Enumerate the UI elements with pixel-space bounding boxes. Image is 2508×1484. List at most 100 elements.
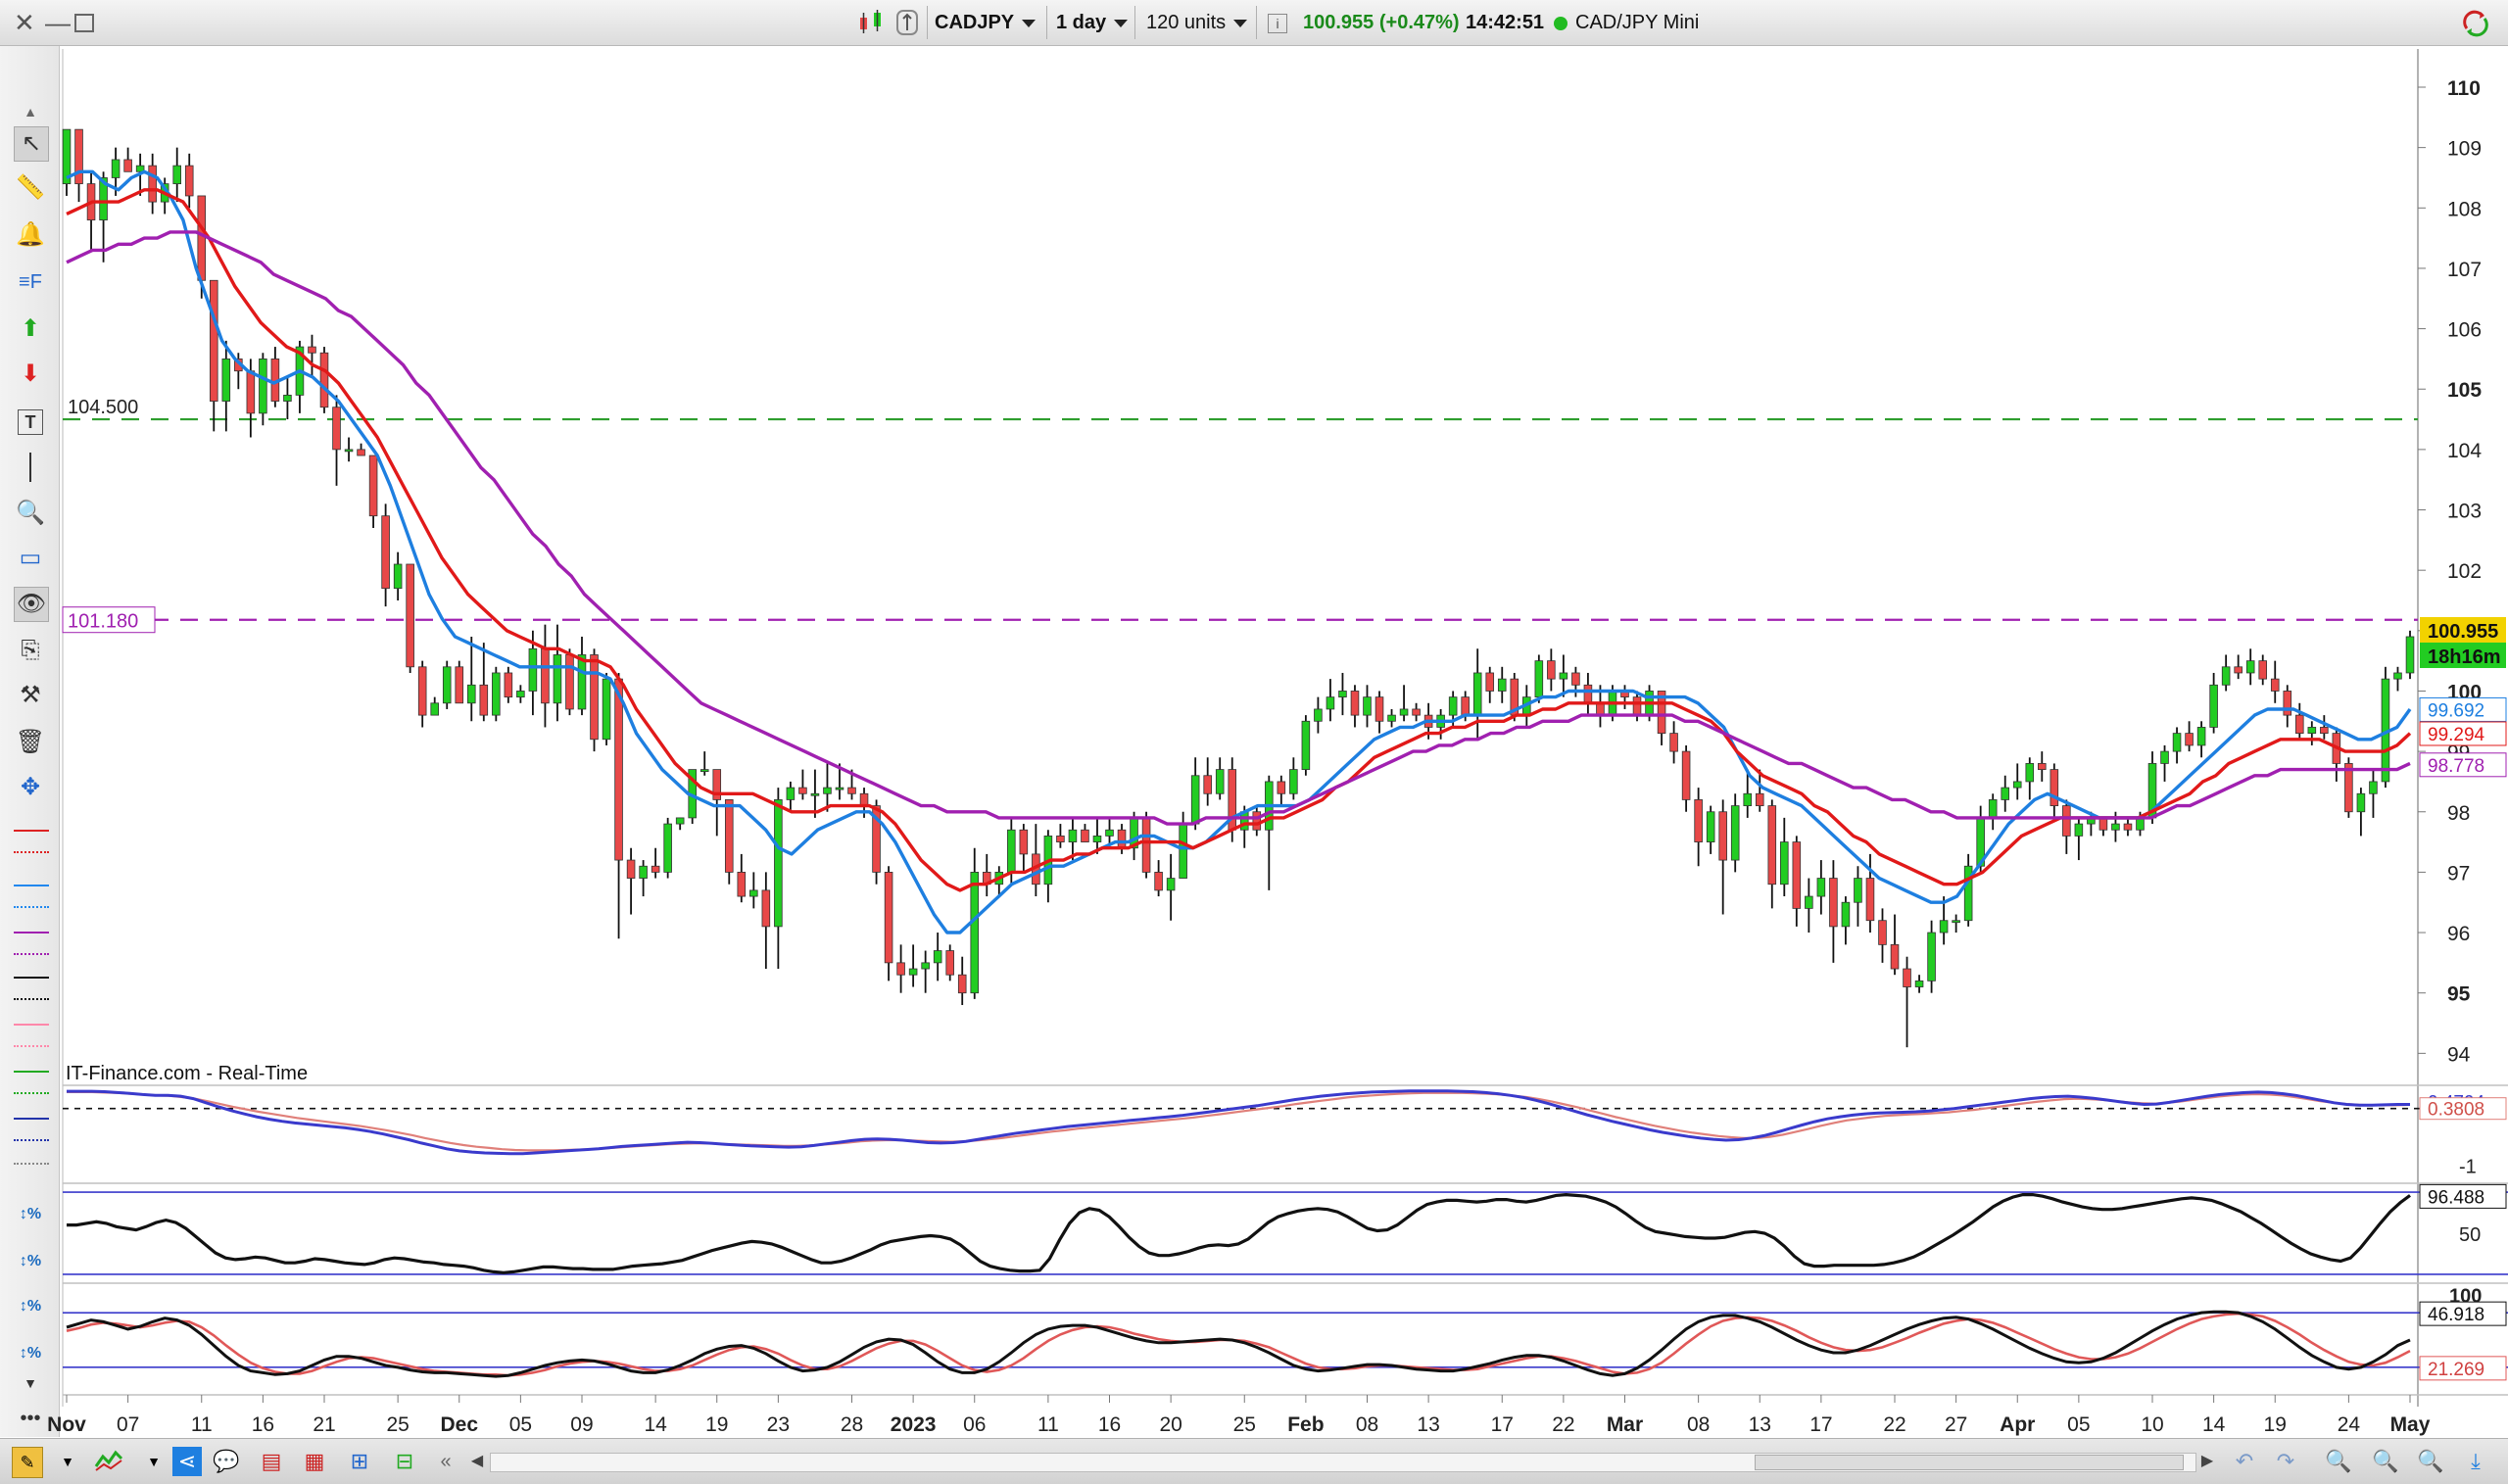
line-style-red[interactable] [14, 830, 49, 832]
cursor-icon[interactable]: ↖ [14, 126, 49, 162]
trash-icon[interactable]: 🗑 [15, 729, 46, 755]
price-tick-label: 96 [2447, 923, 2470, 945]
candle-up [2356, 792, 2366, 813]
rectangle-tool-icon[interactable]: ▭ [19, 545, 42, 571]
move-icon[interactable]: ✥ [20, 774, 41, 800]
units-selector[interactable]: 120 units [1146, 9, 1248, 36]
indicator-chart-icon[interactable] [94, 1447, 123, 1476]
candle-down [74, 128, 83, 185]
chart-settings-icon[interactable]: ▦ [304, 1449, 325, 1473]
price-tick-label: 109 [2447, 138, 2482, 161]
candle-down [1865, 878, 1875, 922]
percent-tool-icon-4[interactable]: ↕% [19, 1345, 42, 1362]
line-style-blue[interactable] [14, 885, 49, 886]
horizontal-scrollbar[interactable] [490, 1453, 2196, 1472]
line-style-blue-dotted[interactable] [14, 906, 49, 908]
line-style-green-dotted[interactable] [14, 1092, 49, 1094]
layout-icon[interactable]: ⊟ [395, 1449, 414, 1473]
sto1-line [67, 1192, 2411, 1274]
zoom-out-icon[interactable]: 🔍 [2372, 1449, 2399, 1473]
tick-chart-icon[interactable] [895, 9, 921, 36]
candle-down [565, 654, 574, 710]
line-style-purple-dotted[interactable] [14, 953, 49, 955]
date-tick-label: 16 [1098, 1413, 1121, 1436]
line-style-navy[interactable] [14, 1118, 49, 1120]
candle-up [2160, 750, 2169, 764]
compare-icon[interactable]: ⊞ [350, 1449, 369, 1473]
line-style-grey-dotted[interactable] [14, 1163, 49, 1165]
candle-up [2245, 660, 2255, 674]
zoom-fit-icon[interactable]: 🔍 [2325, 1449, 2352, 1473]
candle-up [1816, 878, 1826, 897]
more-icon[interactable]: ••• [20, 1408, 41, 1429]
redo-icon[interactable]: ↷ [2276, 1449, 2295, 1473]
candle-down [2185, 733, 2194, 746]
percent-tool-icon-2[interactable]: ↕% [19, 1253, 42, 1269]
fibonacci-icon[interactable]: ≡F [19, 271, 42, 293]
instrument-name: CAD/JPY Mini [1575, 12, 1700, 33]
candle-down [417, 666, 427, 716]
scroll-down-icon[interactable]: ▼ [24, 1375, 37, 1391]
line-style-pink-dotted[interactable] [14, 1045, 49, 1047]
chat-icon[interactable]: 💬 [213, 1449, 240, 1473]
sto2-tag-d: 21.269 [2428, 1360, 2484, 1380]
view-eye-icon[interactable]: 👁 [14, 587, 49, 622]
info-icon[interactable]: i [1268, 9, 1287, 36]
buy-arrow-icon[interactable]: ⬆ [20, 315, 41, 342]
line-style-pink[interactable] [14, 1024, 49, 1026]
candle-down [1792, 841, 1802, 909]
vertical-line-icon[interactable] [14, 450, 47, 483]
symbol-selector[interactable]: CADJPY [935, 9, 1037, 36]
candle-up [1939, 920, 1949, 933]
candlestick-chart-icon[interactable] [856, 9, 890, 36]
scroll-start-icon[interactable]: « [440, 1451, 452, 1472]
text-tool-icon[interactable]: T [14, 405, 47, 438]
refresh-icon[interactable] [2459, 9, 2494, 37]
candle-down [847, 787, 856, 794]
undo-icon[interactable]: ↶ [2235, 1449, 2254, 1473]
candle-up [749, 889, 758, 897]
percent-tool-icon-3[interactable]: ↕% [19, 1298, 42, 1315]
line-style-black-dotted[interactable] [14, 998, 49, 1000]
ema-tag-bg-0 [2419, 696, 2507, 722]
share-icon[interactable]: ⋖ [172, 1447, 202, 1476]
candle-up [1448, 696, 1458, 716]
dropdown-caret-icon-2[interactable]: ▼ [147, 1454, 161, 1469]
zoom-tool-icon[interactable]: 🔍 [16, 500, 45, 526]
scroll-up-icon[interactable]: ▲ [24, 104, 37, 120]
timeframe-selector[interactable]: 1 day [1056, 9, 1129, 36]
dropdown-caret-icon[interactable]: ▼ [61, 1454, 74, 1469]
scroll-right-icon[interactable]: ▶ [2200, 1453, 2214, 1469]
draw-pencil-icon[interactable]: ✎ [12, 1447, 43, 1478]
news-icon[interactable]: ▤ [261, 1449, 282, 1473]
candle-up [442, 666, 452, 704]
scrollbar-thumb[interactable] [1755, 1455, 2184, 1470]
maximize-icon[interactable] [74, 9, 94, 36]
line-style-navy-dotted[interactable] [14, 1139, 49, 1141]
scroll-left-icon[interactable]: ◀ [470, 1453, 484, 1469]
chart-area[interactable]: 104.500 101.180 IT-Finance.com - Real-Tim… [0, 0, 2508, 1438]
candle-up [1497, 678, 1507, 692]
line-style-red-dotted[interactable] [14, 851, 49, 853]
date-tick-label: 13 [1749, 1413, 1771, 1436]
copy-icon[interactable]: ⎘ [21, 637, 40, 663]
candle-down [1767, 805, 1777, 886]
candle-down [1890, 943, 1900, 970]
tools-icon[interactable]: ⚒ [20, 682, 41, 708]
line-style-black[interactable] [14, 977, 49, 979]
candle-down [246, 370, 256, 414]
zoom-in-icon[interactable]: 🔍 [2417, 1449, 2444, 1473]
candle-up [639, 865, 648, 879]
close-icon[interactable]: ✕ [14, 8, 35, 37]
osc-signal-line [67, 1090, 2411, 1152]
download-icon[interactable]: ⤓ [2471, 1449, 2481, 1473]
minimize-icon[interactable]: — [45, 8, 71, 37]
line-style-green[interactable] [14, 1071, 49, 1073]
sell-arrow-icon[interactable]: ⬇ [20, 360, 41, 387]
candle-up [135, 165, 145, 172]
percent-tool-icon-1[interactable]: ↕% [19, 1206, 42, 1222]
alert-bell-icon[interactable]: 🔔 [16, 221, 45, 248]
line-style-purple[interactable] [14, 932, 49, 933]
ruler-icon[interactable]: 📏 [16, 174, 45, 201]
osc-tag-signal-bg [2419, 1097, 2507, 1121]
